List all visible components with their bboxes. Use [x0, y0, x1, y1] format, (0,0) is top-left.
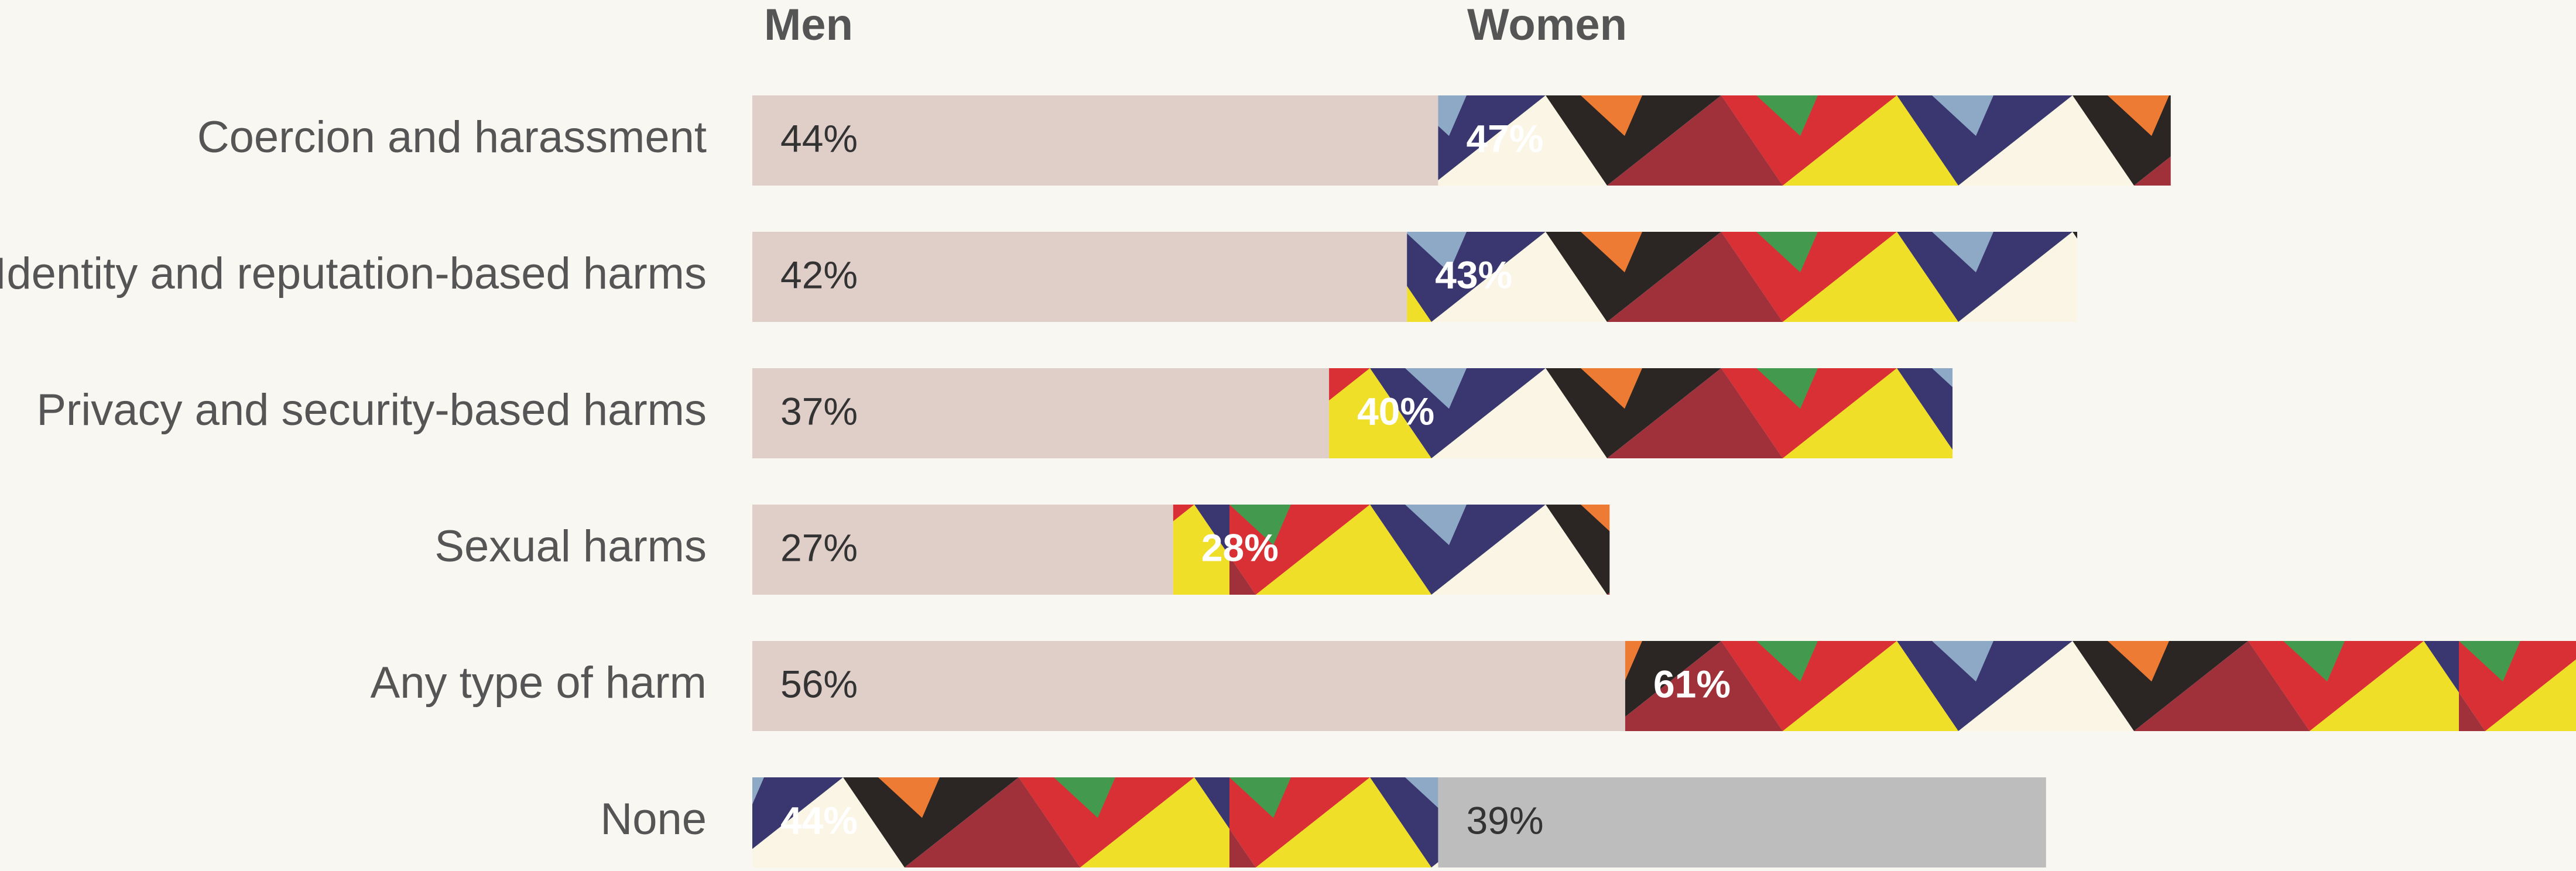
legend-women: Women [1467, 0, 1627, 50]
category-label: Coercion and harassment [197, 112, 707, 162]
bar-segment [752, 95, 1438, 186]
value-label: 28% [1201, 526, 1279, 569]
bar-segment [1625, 641, 2576, 731]
value-label: 44% [780, 116, 858, 160]
category-label: Privacy and security-based harms [36, 385, 707, 435]
value-label: 47% [1466, 116, 1543, 160]
category-label: Any type of harm [371, 658, 707, 708]
value-label: 61% [1653, 662, 1731, 705]
value-label: 37% [780, 389, 858, 433]
value-label: 40% [1357, 389, 1434, 433]
bar-segment [752, 368, 1330, 458]
bar-segment [752, 232, 1407, 322]
bar-segment [1438, 777, 2046, 867]
value-label: 43% [1435, 253, 1512, 296]
bar-segment [752, 777, 1438, 867]
value-label: 56% [780, 662, 858, 705]
legend-men: Men [764, 0, 853, 50]
value-label: 42% [780, 253, 858, 296]
bar-segment [1407, 232, 2078, 322]
category-label: None [600, 794, 707, 844]
value-label: 39% [1466, 798, 1543, 842]
value-label: 44% [780, 798, 858, 842]
bar-segment [1173, 505, 1610, 595]
bar-segment [1438, 95, 2171, 186]
category-label: Sexual harms [434, 522, 707, 571]
bar-segment [1329, 368, 1953, 458]
bar-segment [752, 505, 1173, 595]
value-label: 27% [780, 526, 858, 569]
category-label: Identity and reputation-based harms [0, 249, 707, 299]
bar-segment [752, 641, 1625, 731]
